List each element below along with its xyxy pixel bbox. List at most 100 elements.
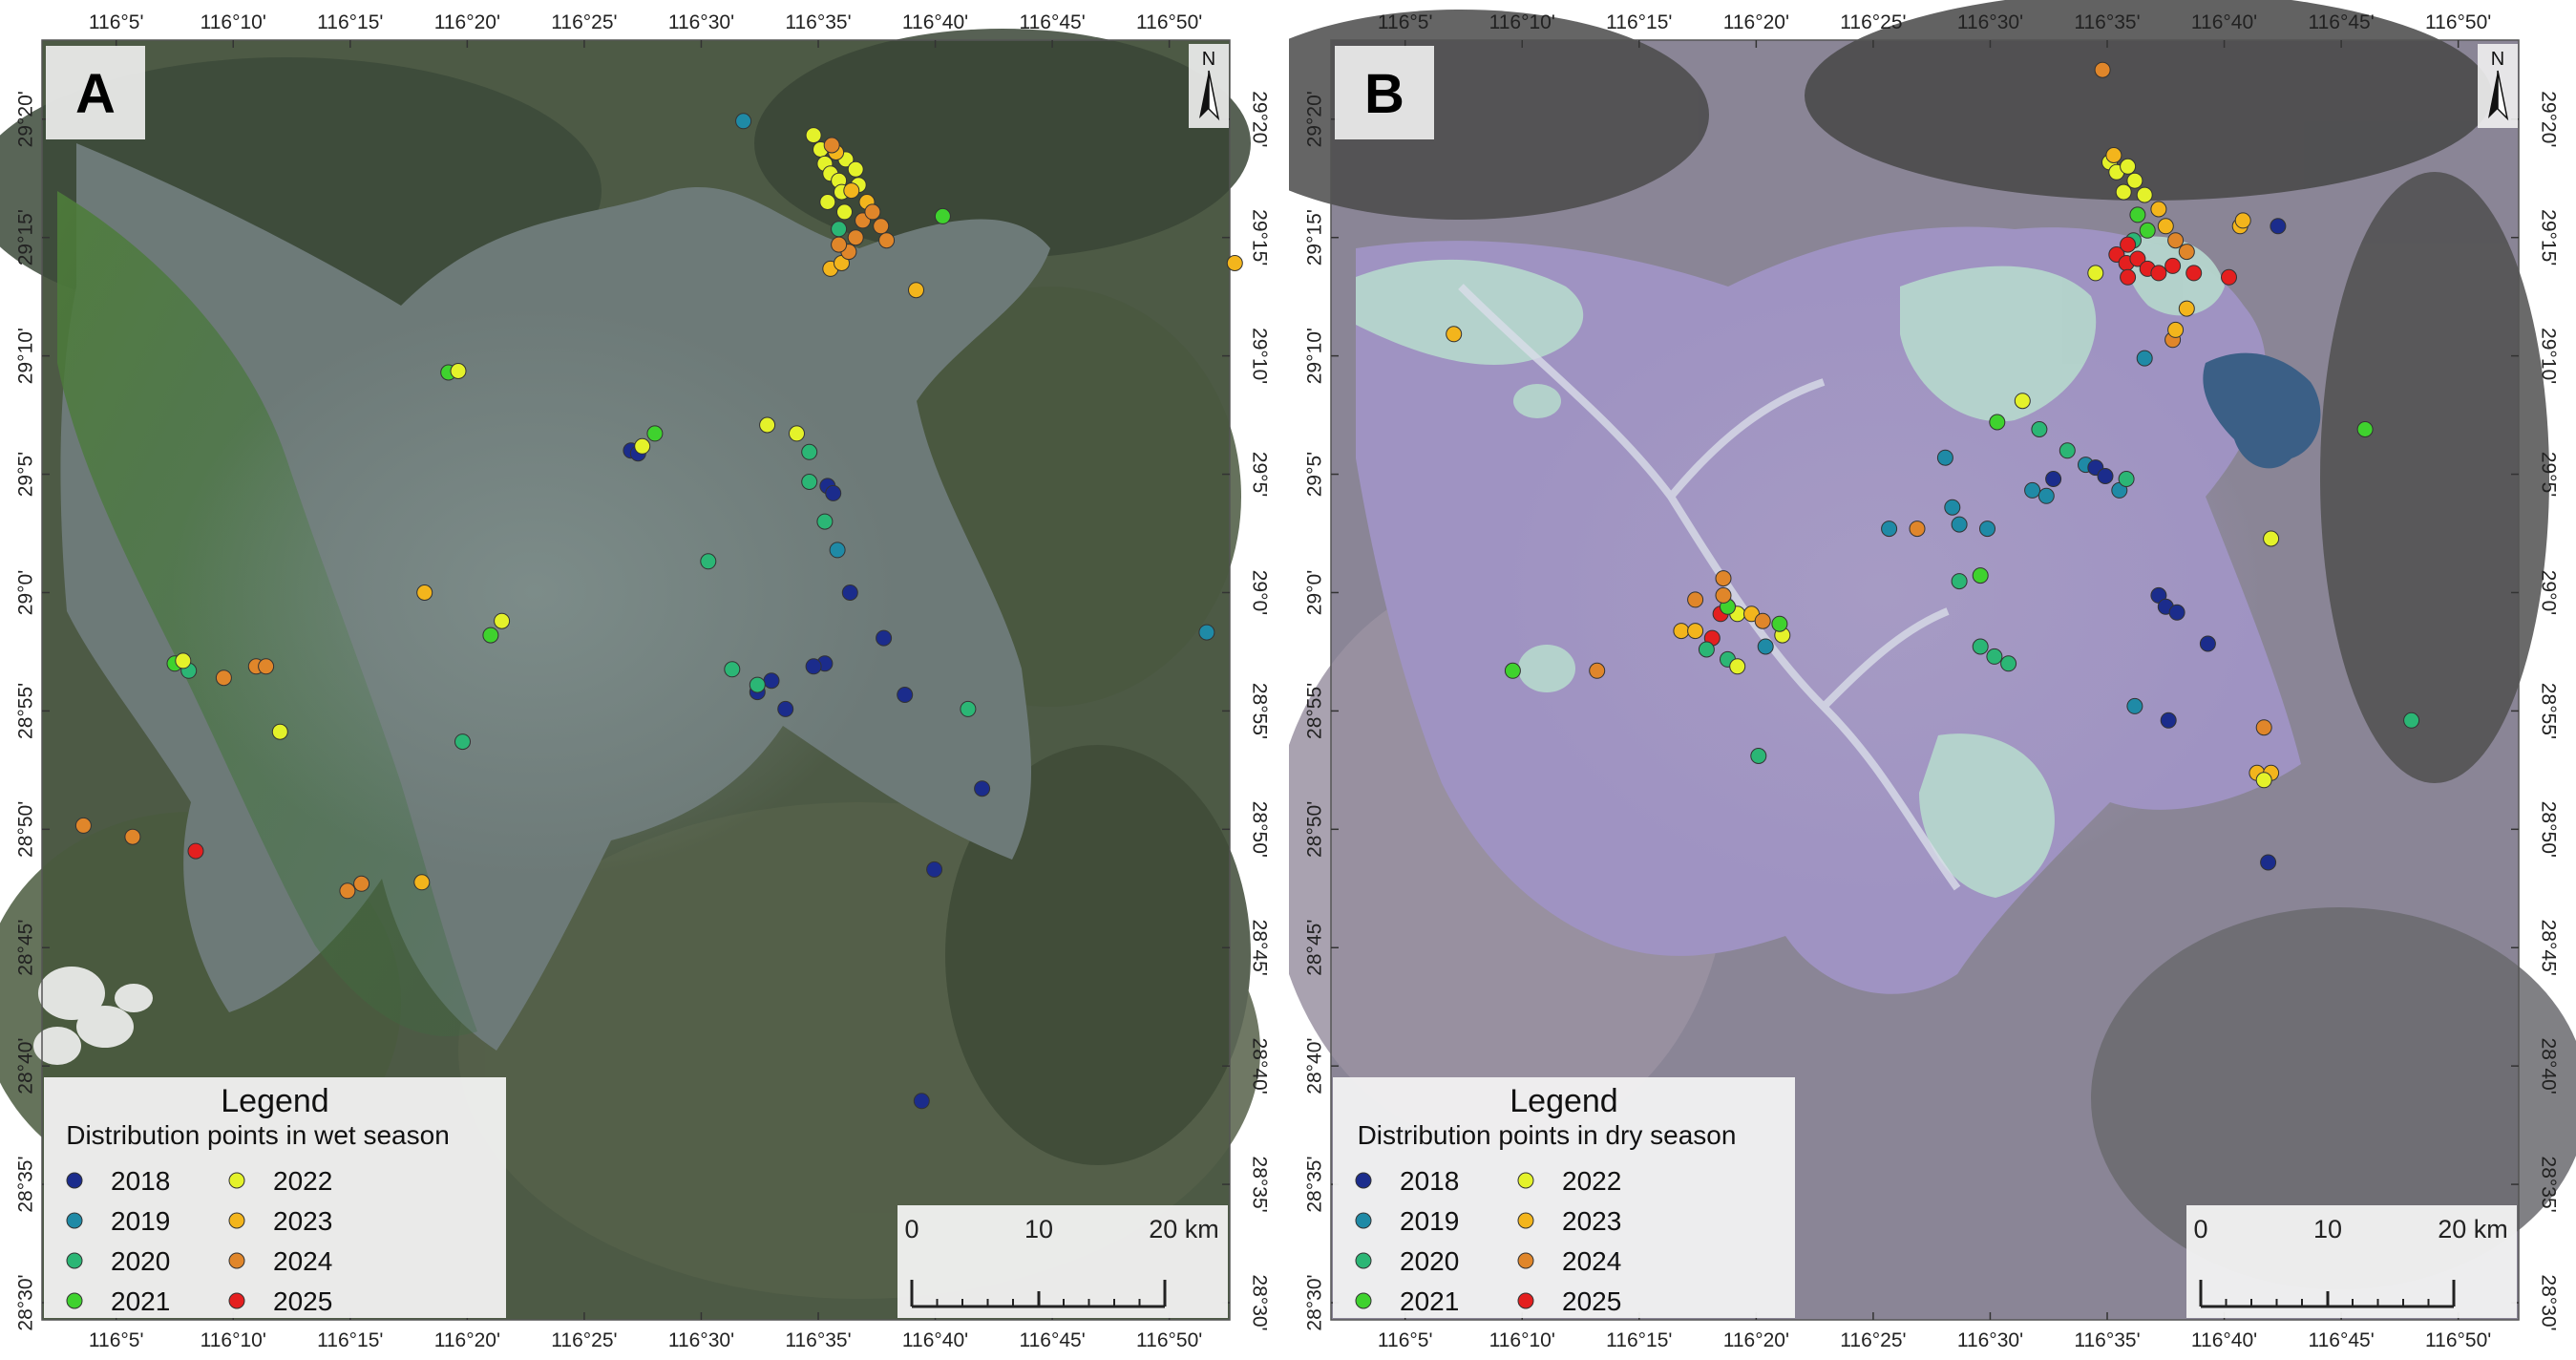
point-2021[interactable] <box>1972 567 1989 584</box>
point-2025[interactable] <box>187 842 204 860</box>
point-2018[interactable] <box>841 584 858 601</box>
point-2020[interactable] <box>816 513 834 530</box>
point-2022[interactable] <box>2255 772 2272 789</box>
point-2022[interactable] <box>494 612 511 629</box>
point-2024[interactable] <box>823 137 840 154</box>
point-2019[interactable] <box>1198 624 1215 641</box>
point-2024[interactable] <box>1715 570 1732 587</box>
point-2018[interactable] <box>926 861 943 878</box>
point-2022[interactable] <box>2126 172 2143 189</box>
point-2020[interactable] <box>749 676 766 693</box>
point-2020[interactable] <box>2118 471 2135 487</box>
point-2023[interactable] <box>908 282 924 299</box>
point-2022[interactable] <box>2136 186 2153 203</box>
point-2024[interactable] <box>2094 61 2111 78</box>
point-2022[interactable] <box>271 723 288 740</box>
point-2020[interactable] <box>454 733 471 751</box>
point-2024[interactable] <box>1909 521 1926 538</box>
point-2018[interactable] <box>2260 854 2277 871</box>
point-2020[interactable] <box>960 700 977 717</box>
point-2022[interactable] <box>2014 393 2031 410</box>
point-2021[interactable] <box>482 627 499 644</box>
point-2021[interactable] <box>646 425 664 442</box>
point-2022[interactable] <box>789 425 805 442</box>
point-2023[interactable] <box>416 584 433 601</box>
point-2019[interactable] <box>1979 521 1995 538</box>
point-2024[interactable] <box>1754 612 1771 629</box>
point-2020[interactable] <box>724 661 741 678</box>
point-2023[interactable] <box>843 182 860 200</box>
point-2020[interactable] <box>1750 748 1767 764</box>
point-2019[interactable] <box>829 542 846 559</box>
point-2024[interactable] <box>353 875 370 892</box>
point-2024[interactable] <box>215 669 232 687</box>
point-2018[interactable] <box>2045 471 2062 487</box>
point-2024[interactable] <box>2255 719 2272 736</box>
point-2018[interactable] <box>2199 635 2216 652</box>
point-2023[interactable] <box>1446 326 1463 343</box>
point-2020[interactable] <box>1951 573 1968 590</box>
point-2024[interactable] <box>878 232 896 249</box>
point-2022[interactable] <box>805 127 822 144</box>
point-2024[interactable] <box>847 229 864 246</box>
point-2018[interactable] <box>777 700 794 717</box>
point-2018[interactable] <box>913 1093 930 1110</box>
point-2018[interactable] <box>974 780 991 797</box>
point-2023[interactable] <box>2157 218 2174 235</box>
point-2018[interactable] <box>2270 218 2287 235</box>
point-2024[interactable] <box>1589 662 1606 679</box>
point-2019[interactable] <box>1944 499 1961 516</box>
point-2024[interactable] <box>2178 244 2195 261</box>
point-2023[interactable] <box>1687 623 1704 640</box>
point-2025[interactable] <box>2120 268 2137 286</box>
point-2018[interactable] <box>2160 712 2177 729</box>
point-2020[interactable] <box>2059 442 2076 459</box>
point-2020[interactable] <box>1698 641 1715 658</box>
point-2025[interactable] <box>2120 236 2137 253</box>
point-2024[interactable] <box>864 203 881 221</box>
point-2024[interactable] <box>74 817 92 834</box>
point-2024[interactable] <box>873 218 890 235</box>
point-2025[interactable] <box>2150 265 2167 282</box>
point-2022[interactable] <box>2120 158 2137 175</box>
point-2023[interactable] <box>1673 623 1690 640</box>
point-2018[interactable] <box>825 484 842 501</box>
point-2023[interactable] <box>2150 201 2167 218</box>
point-2025[interactable] <box>2129 250 2146 267</box>
point-2024[interactable] <box>124 828 141 845</box>
point-2021[interactable] <box>1989 414 2006 431</box>
point-2023[interactable] <box>2234 212 2251 229</box>
point-2020[interactable] <box>831 221 848 238</box>
point-2018[interactable] <box>763 672 780 690</box>
point-2019[interactable] <box>2038 487 2055 504</box>
point-2022[interactable] <box>2115 183 2132 201</box>
point-2024[interactable] <box>2167 232 2185 249</box>
point-2023[interactable] <box>2178 300 2195 317</box>
point-2023[interactable] <box>1226 255 1243 271</box>
point-2019[interactable] <box>1757 638 1774 655</box>
point-2020[interactable] <box>1972 638 1989 655</box>
point-2019[interactable] <box>735 113 752 130</box>
point-2020[interactable] <box>1986 648 2003 665</box>
point-2022[interactable] <box>175 652 192 669</box>
point-2023[interactable] <box>2105 147 2122 163</box>
point-2021[interactable] <box>2129 206 2146 223</box>
point-2020[interactable] <box>2031 421 2048 437</box>
point-2020[interactable] <box>801 443 818 460</box>
point-2020[interactable] <box>801 474 818 490</box>
point-2022[interactable] <box>634 437 651 455</box>
point-2022[interactable] <box>759 416 776 434</box>
point-2021[interactable] <box>2139 222 2156 239</box>
point-2018[interactable] <box>2097 468 2114 484</box>
point-2024[interactable] <box>258 658 275 675</box>
point-2020[interactable] <box>2000 655 2017 672</box>
point-2018[interactable] <box>805 658 822 675</box>
point-2021[interactable] <box>2356 421 2374 437</box>
point-2020[interactable] <box>700 553 717 570</box>
point-2019[interactable] <box>2126 697 2143 714</box>
point-2022[interactable] <box>819 194 836 210</box>
point-2022[interactable] <box>1729 658 1746 675</box>
point-2025[interactable] <box>2164 257 2182 274</box>
point-2019[interactable] <box>2136 350 2153 367</box>
point-2018[interactable] <box>897 687 914 703</box>
